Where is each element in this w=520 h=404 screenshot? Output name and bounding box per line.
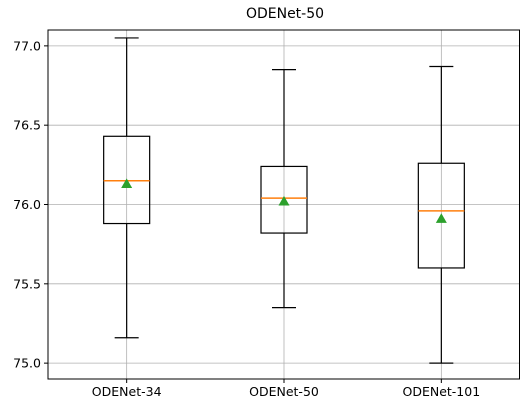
chart-title: ODENet-50 xyxy=(246,6,324,22)
iqr-box xyxy=(103,135,151,225)
iqr-box xyxy=(417,162,465,269)
y-tick-label: 76.0 xyxy=(13,197,41,212)
x-tick-label: ODENet-101 xyxy=(402,384,480,399)
y-tick-label: 75.0 xyxy=(13,356,41,371)
x-tick-label: ODENet-34 xyxy=(92,384,162,399)
box-layer xyxy=(103,37,465,364)
y-tick-label: 76.5 xyxy=(13,118,41,133)
y-tick-label: 77.0 xyxy=(13,38,41,53)
x-tick-label: ODENet-50 xyxy=(249,384,319,399)
iqr-box xyxy=(260,165,308,234)
mean-marker xyxy=(435,213,447,223)
axis-layer: 75.0 75.5 76.0 76.5 77.0 ODENet-34 ODENet-50 OD… xyxy=(13,29,520,399)
mean-marker xyxy=(278,195,290,206)
y-tick-label: 75.5 xyxy=(13,276,41,291)
mean-marker xyxy=(121,178,133,189)
